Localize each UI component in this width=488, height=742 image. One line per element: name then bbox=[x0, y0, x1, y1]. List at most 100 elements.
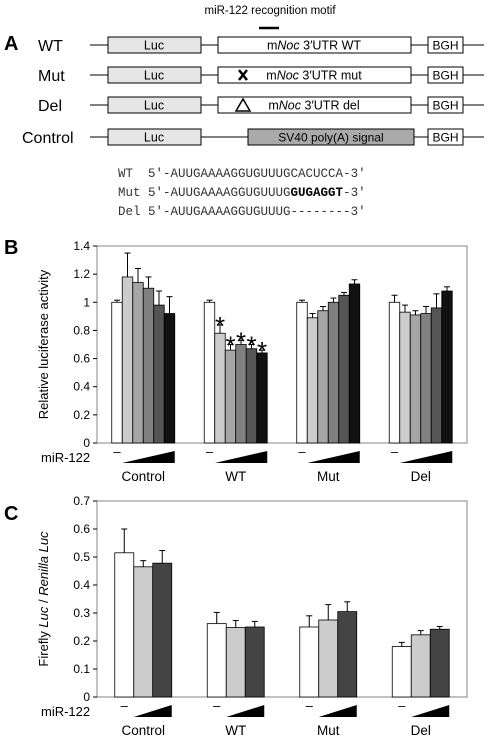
significance-star: * bbox=[225, 331, 235, 361]
panel-letter-c: C bbox=[4, 503, 18, 525]
bar bbox=[114, 552, 135, 698]
y-axis-label-part: Luc bbox=[36, 606, 51, 627]
bar-group-del: –Del bbox=[388, 286, 453, 484]
bar bbox=[327, 301, 340, 444]
bar bbox=[348, 283, 361, 444]
utr-label: mNoc 3′UTR mut bbox=[266, 69, 362, 83]
y-tick-label: 1.4 bbox=[73, 239, 90, 253]
utr-label: mNoc 3′UTR WT bbox=[267, 39, 361, 53]
bar bbox=[338, 294, 350, 444]
luc-box bbox=[107, 36, 202, 54]
group-label: Mut bbox=[317, 469, 340, 484]
mutated-bases: GUGAGGT bbox=[290, 186, 344, 200]
dose-triangle-icon bbox=[226, 705, 265, 717]
plot-frame bbox=[96, 500, 468, 698]
sequence-mut: Mut 5′-AUUGAAAAGGUGUUUGGUGAGGT-3′ bbox=[118, 186, 366, 200]
utr-prefix: m bbox=[266, 69, 276, 83]
y-tick-label: 0 bbox=[83, 436, 90, 450]
construct-row-mut: Mut Luc mNoc 3′UTR mut BGH bbox=[38, 66, 484, 85]
treatment-minus: – bbox=[121, 698, 129, 713]
utr-box bbox=[217, 36, 412, 54]
utr-label: mNoc 3′UTR del bbox=[268, 99, 359, 113]
bar bbox=[317, 310, 329, 444]
y-tick-label: 0.6 bbox=[73, 352, 90, 366]
bar bbox=[296, 301, 308, 444]
bar bbox=[429, 628, 450, 698]
sequence-bases: 5′-AUUGAAAAGGUGUUUG bbox=[148, 186, 291, 200]
significance-star: * bbox=[246, 331, 256, 361]
luc-box bbox=[107, 128, 202, 146]
bgh-box bbox=[427, 96, 464, 114]
luc-label: Luc bbox=[144, 69, 164, 83]
construct-row-wt: WT Luc mNoc 3′UTR WT BGH bbox=[38, 36, 484, 55]
bgh-label: BGH bbox=[432, 99, 458, 113]
panel-c-chart: C 0 0.1 0.2 0.3 0.4 0.5 0.6 0.7 Firefly Luc / Re… bbox=[4, 494, 468, 738]
panel-a-schematic: A miR-122 recognition motif WT Luc mNoc 3′… bbox=[4, 5, 484, 147]
bar-group-control: –Control bbox=[111, 252, 176, 484]
mutation-cross-icon bbox=[238, 69, 248, 81]
y-tick-label: 0.3 bbox=[73, 606, 90, 620]
treatment-label: miR-122 bbox=[41, 450, 90, 465]
bgh-label: BGH bbox=[432, 131, 458, 145]
deletion-triangle-icon bbox=[234, 97, 252, 112]
bar bbox=[203, 301, 216, 444]
dose-triangle-icon bbox=[318, 705, 357, 717]
y-axis-label: Firefly Luc / Renilla Luc bbox=[36, 531, 51, 667]
luc-box bbox=[107, 96, 202, 114]
construct-name: Control bbox=[22, 130, 74, 147]
bgh-box bbox=[427, 66, 464, 84]
utr-prefix: m bbox=[267, 39, 277, 53]
bar bbox=[410, 634, 431, 698]
bar bbox=[132, 282, 144, 444]
y-tick-label: 0.8 bbox=[73, 323, 90, 337]
dose-triangle-icon bbox=[399, 451, 453, 463]
sequence-label: Mut bbox=[118, 186, 149, 200]
treatment-minus: – bbox=[213, 698, 221, 713]
group-label: Del bbox=[411, 469, 431, 484]
treatment-minus: – bbox=[398, 698, 406, 713]
bgh-box bbox=[427, 36, 464, 54]
luc-box bbox=[107, 66, 202, 84]
treatment-minus: – bbox=[113, 444, 121, 459]
group-label: Mut bbox=[317, 723, 340, 738]
utr-suffix: 3′UTR del bbox=[301, 99, 360, 113]
bar-group-mut: –Mut bbox=[299, 601, 358, 738]
y-tick-label: 0.2 bbox=[73, 634, 90, 648]
bar bbox=[388, 301, 401, 444]
sequence-end: 3′ bbox=[350, 205, 366, 219]
sequence-wt: WT 5′-AUUGAAAAGGUGUUUGCACUCCA-3′ bbox=[118, 167, 366, 181]
bar bbox=[224, 349, 237, 444]
bar-group-mut: –Mut bbox=[296, 279, 361, 484]
utr-gene: Noc bbox=[277, 39, 300, 53]
sequence-end: -3′ bbox=[343, 186, 366, 200]
bar bbox=[399, 311, 411, 444]
bar bbox=[133, 566, 154, 698]
dose-triangle-icon bbox=[214, 451, 268, 463]
bar bbox=[214, 332, 226, 444]
bar bbox=[225, 627, 246, 698]
bar bbox=[245, 348, 258, 444]
sv40-box bbox=[247, 128, 415, 146]
bar bbox=[153, 304, 165, 444]
bar bbox=[256, 352, 268, 444]
y-tick-label: 1 bbox=[83, 295, 90, 309]
construct-name: Del bbox=[38, 98, 62, 115]
y-tick-label: 0.6 bbox=[73, 522, 90, 536]
dose-triangle-icon bbox=[411, 705, 450, 717]
construct-name: WT bbox=[38, 38, 63, 55]
bar bbox=[420, 313, 432, 444]
sequence-label: WT bbox=[118, 167, 149, 181]
dose-triangle-icon bbox=[307, 451, 360, 463]
bar bbox=[299, 626, 320, 698]
utr-box bbox=[217, 96, 412, 114]
bar bbox=[142, 287, 155, 444]
bar bbox=[206, 623, 227, 698]
treatment-minus: – bbox=[306, 698, 314, 713]
y-tick-label: 1.2 bbox=[73, 267, 90, 281]
bar bbox=[430, 307, 443, 444]
construct-name: Mut bbox=[38, 68, 65, 85]
utr-gene: Noc bbox=[279, 99, 302, 113]
luc-label: Luc bbox=[144, 99, 164, 113]
significance-star: * bbox=[257, 336, 267, 366]
sequence-bases: 5′-AUUGAAAAGGUGUUUGCACUCCA bbox=[148, 167, 344, 181]
